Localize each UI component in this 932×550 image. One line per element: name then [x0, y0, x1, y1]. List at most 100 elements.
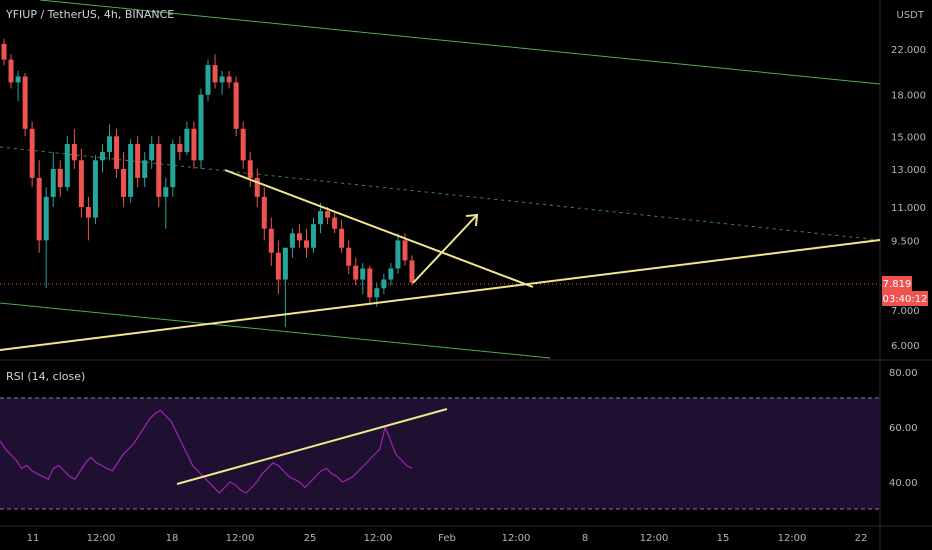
candle-body: [381, 279, 387, 289]
rsi-tick-label: 40.00: [889, 478, 918, 489]
candle-body: [71, 144, 77, 161]
last-price-badge-text: 7.819: [883, 279, 912, 290]
candle-body: [114, 136, 120, 169]
time-tick-label: 12:00: [502, 533, 531, 544]
price-tick-label: 9.500: [891, 236, 920, 247]
time-tick-label: 12:00: [226, 533, 255, 544]
candle-body: [170, 144, 176, 188]
channel-upper-line: [39, 0, 881, 85]
channel-lower-line: [0, 302, 551, 359]
candle-body: [184, 128, 190, 153]
rsi-trendline[interactable]: [176, 408, 448, 485]
candle-body: [142, 160, 148, 178]
candle-body: [198, 94, 204, 161]
candle-body: [332, 217, 338, 229]
candle-body: [254, 177, 260, 197]
price-tick-label: 22.000: [891, 45, 926, 56]
time-tick-label: 22: [855, 533, 868, 544]
candle-body: [92, 160, 98, 218]
candle-body: [135, 144, 141, 178]
rsi-indicator-label[interactable]: RSI (14, close): [6, 370, 86, 383]
candle-body: [36, 177, 42, 241]
candle-body: [339, 228, 345, 248]
time-tick-label: 12:00: [87, 533, 116, 544]
symbol-title[interactable]: YFIUP / TetherUS, 4h, BINANCE: [6, 8, 175, 21]
candle-body: [240, 128, 246, 161]
candle-body: [395, 240, 401, 269]
projection-arrow-head: [465, 213, 479, 227]
candle-body: [149, 144, 155, 161]
time-tick-label: 25: [304, 533, 317, 544]
price-axis: 22.000 18.000 15.000 13.000 11.000 9.500 7.000…: [891, 45, 926, 352]
candle-body: [121, 168, 127, 197]
price-tick-label: 18.000: [891, 91, 926, 102]
candle-body: [8, 59, 14, 83]
candle-body: [402, 240, 408, 261]
price-tick-label: 15.000: [891, 132, 926, 143]
candle-body: [275, 252, 281, 280]
trendline-support[interactable]: [0, 239, 881, 351]
candle-body: [318, 211, 324, 225]
rsi-axis: 80.00 60.00 40.00: [889, 368, 918, 489]
candle-body: [226, 76, 232, 83]
candle-body: [64, 144, 70, 188]
candle-body: [367, 268, 373, 298]
candle-body: [409, 260, 415, 283]
countdown-badge: [882, 291, 928, 306]
candle-body: [247, 160, 253, 178]
candle-body: [15, 76, 21, 83]
candle-body: [303, 240, 309, 248]
candle-body: [346, 247, 352, 266]
price-tick-label: 11.000: [891, 203, 926, 214]
trendline-resistance[interactable]: [224, 169, 534, 288]
candle-body: [282, 247, 288, 280]
rsi-line: [0, 409, 413, 494]
candle-body: [43, 196, 49, 241]
candle-body: [57, 168, 63, 188]
time-tick-label: 8: [582, 533, 588, 544]
candle-body: [107, 136, 113, 153]
candlestick-series: [1, 38, 415, 327]
time-tick-label: 12:00: [778, 533, 807, 544]
candle-body: [128, 144, 134, 197]
candle-body: [261, 196, 267, 229]
price-tick-label: 13.000: [891, 165, 926, 176]
candle-body: [22, 76, 28, 129]
candle-body: [296, 233, 302, 241]
time-tick-label: 18: [166, 533, 179, 544]
candle-body: [219, 76, 225, 83]
currency-label: USDT: [896, 10, 924, 21]
candle-body: [388, 268, 394, 280]
rsi-tick-label: 80.00: [889, 368, 918, 379]
time-axis: 11 12:00 18 12:00 25 12:00 Feb 12:00 8 12:00 15 12:…: [27, 533, 868, 544]
candle-body: [99, 152, 105, 161]
candle-body: [325, 211, 331, 218]
time-tick-label: 12:00: [640, 533, 669, 544]
time-tick-label: Feb: [438, 533, 456, 544]
countdown-badge-text: 03:40:12: [883, 294, 928, 305]
time-tick-label: 11: [27, 533, 40, 544]
price-tick-label: 6.000: [891, 341, 920, 352]
candle-body: [212, 65, 218, 83]
candle-body: [233, 82, 239, 129]
candle-body: [177, 144, 183, 153]
candle-body: [205, 65, 211, 95]
candle-body: [78, 160, 84, 207]
candle-body: [156, 144, 162, 197]
candle-body: [163, 187, 169, 197]
candle-body: [289, 233, 295, 248]
price-tick-label: 7.000: [891, 306, 920, 317]
rsi-band: [0, 398, 880, 509]
candle-body: [1, 43, 7, 60]
candle-body: [191, 128, 197, 161]
last-price-badge: [882, 276, 912, 291]
candle-body: [29, 128, 35, 178]
candle-body: [311, 224, 317, 248]
rsi-tick-label: 60.00: [889, 423, 918, 434]
candle-body: [268, 228, 274, 253]
candle-body: [360, 268, 366, 280]
projection-arrow[interactable]: [412, 214, 478, 284]
time-tick-label: 15: [717, 533, 730, 544]
time-tick-label: 12:00: [364, 533, 393, 544]
